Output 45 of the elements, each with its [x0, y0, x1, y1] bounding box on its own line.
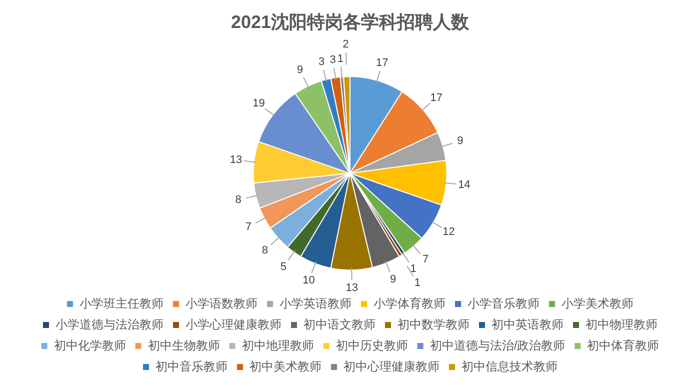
data-label: 13 — [346, 282, 358, 294]
data-label: 1 — [414, 277, 421, 290]
data-label: 8 — [262, 244, 268, 256]
data-label: 7 — [422, 254, 429, 266]
legend-label: 小学心理健康教师 — [186, 317, 282, 332]
legend-label: 初中信息技术教师 — [462, 359, 558, 374]
data-label: 3 — [330, 54, 336, 66]
data-label: 8 — [235, 194, 242, 206]
data-label: 9 — [390, 274, 396, 286]
legend-label: 初中心理健康教师 — [344, 359, 440, 374]
data-label: 1 — [410, 263, 416, 276]
legend-label: 初中数学教师 — [398, 317, 470, 332]
data-label: 9 — [457, 135, 464, 148]
legend-label: 小学语数教师 — [186, 296, 258, 310]
legend-label: 小学班主任教师 — [80, 296, 164, 310]
data-label: 12 — [442, 226, 455, 238]
legend-label: 初中体育教师 — [587, 338, 660, 352]
data-label: 7 — [245, 220, 252, 233]
data-label: 10 — [302, 274, 315, 286]
data-label: 1 — [337, 52, 344, 65]
data-label: 19 — [252, 98, 265, 110]
legend-label: 初中化学教师 — [54, 338, 126, 352]
data-label: 14 — [458, 178, 470, 191]
data-label: 17 — [430, 92, 443, 104]
legend-label: 小学美术教师 — [562, 296, 634, 310]
data-label: 2 — [342, 38, 349, 51]
legend-label: 初中道德与法治/政治教师 — [430, 338, 566, 352]
data-label: 17 — [376, 57, 388, 70]
legend-label: 初中历史教师 — [336, 338, 408, 352]
legend-label: 初中地理教师 — [242, 338, 314, 352]
data-label: 13 — [230, 154, 242, 166]
legend-label: 初中英语教师 — [492, 317, 564, 332]
legend-label: 小学体育教师 — [374, 296, 446, 310]
data-label: 5 — [280, 260, 287, 273]
legend-label: 小学道德与法治教师 — [56, 317, 164, 332]
legend-label: 初中物理教师 — [586, 317, 658, 332]
legend-label: 初中生物教师 — [148, 338, 220, 352]
chart-title: 2021沈阳特岗各学科招聘人数 — [230, 12, 470, 32]
legend-label: 初中语文教师 — [304, 317, 376, 332]
legend-label: 小学英语教师 — [280, 296, 352, 310]
data-label: 9 — [296, 64, 304, 76]
data-label: 3 — [318, 56, 325, 68]
legend-label: 小学音乐教师 — [468, 296, 540, 310]
legend-label: 初中音乐教师 — [156, 359, 228, 374]
legend-label: 初中美术教师 — [250, 359, 322, 374]
